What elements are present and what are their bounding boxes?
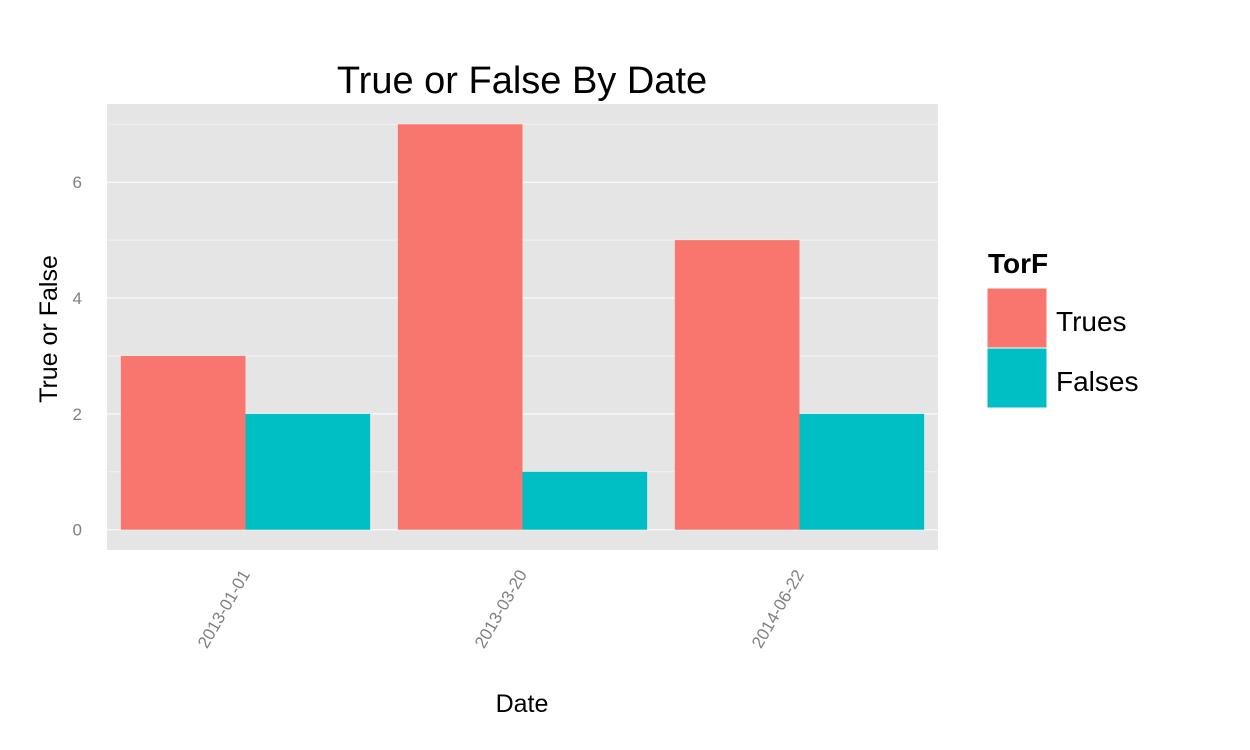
x-tick-label: 2013-03-20	[471, 567, 531, 652]
x-axis-title: Date	[496, 690, 549, 718]
x-tick-label: 2014-06-22	[748, 567, 808, 652]
x-tick-label: 2013-01-01	[194, 567, 254, 652]
legend: TorF Trues Falses	[986, 248, 1138, 409]
legend-items: Trues Falses	[986, 287, 1138, 409]
y-tick-label: 0	[73, 521, 82, 540]
legend-key-falses	[986, 347, 1048, 409]
bar-trues-2013-01-01	[120, 355, 246, 530]
y-axis-ticks: 0 2 4 6	[73, 173, 82, 540]
bar-falses-2014-06-22	[799, 413, 925, 530]
bar-falses-2013-01-01	[245, 413, 371, 530]
legend-title: TorF	[988, 248, 1048, 279]
y-tick-label: 6	[73, 173, 82, 192]
y-tick-label: 2	[73, 405, 82, 424]
bars	[120, 124, 925, 530]
y-tick-label: 4	[73, 289, 82, 308]
x-axis-ticks: 2013-01-01 2013-03-20 2014-06-22	[194, 567, 808, 652]
y-axis-title: True or False	[35, 255, 63, 403]
chart-title: True or False By Date	[337, 60, 707, 102]
legend-label-trues: Trues	[1056, 306, 1127, 337]
bar-trues-2014-06-22	[674, 240, 800, 530]
legend-key-trues	[986, 287, 1048, 349]
bar-trues-2013-03-20	[397, 124, 523, 530]
legend-label-falses: Falses	[1056, 366, 1138, 397]
bar-falses-2013-03-20	[522, 471, 648, 530]
